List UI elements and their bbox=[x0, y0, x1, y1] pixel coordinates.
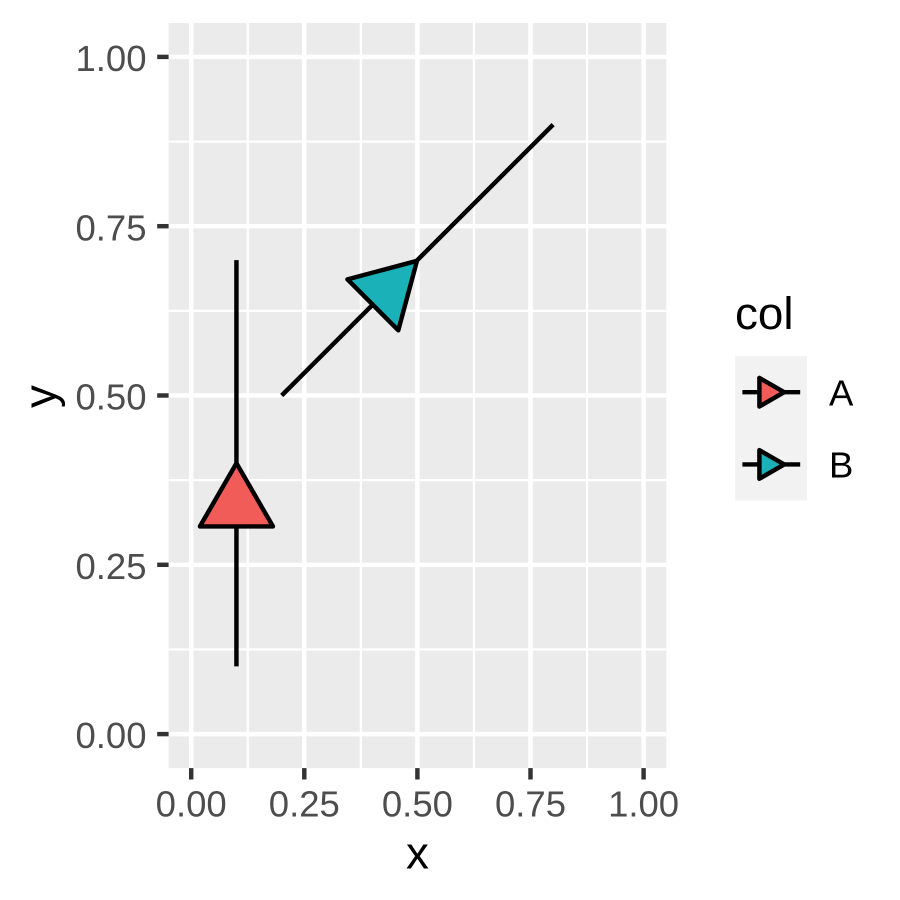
svg-text:0.25: 0.25 bbox=[75, 546, 146, 587]
svg-text:x: x bbox=[406, 828, 429, 879]
svg-text:col: col bbox=[735, 288, 794, 339]
svg-text:0.75: 0.75 bbox=[75, 207, 146, 248]
svg-text:A: A bbox=[829, 373, 854, 414]
svg-text:0.25: 0.25 bbox=[269, 784, 340, 825]
svg-text:0.50: 0.50 bbox=[75, 377, 146, 418]
svg-text:y: y bbox=[14, 385, 65, 408]
svg-text:1.00: 1.00 bbox=[75, 38, 146, 79]
svg-text:B: B bbox=[829, 445, 853, 486]
svg-text:0.50: 0.50 bbox=[382, 784, 453, 825]
svg-text:0.00: 0.00 bbox=[156, 784, 227, 825]
svg-text:1.00: 1.00 bbox=[608, 784, 679, 825]
svg-text:0.00: 0.00 bbox=[75, 715, 146, 756]
svg-text:0.75: 0.75 bbox=[495, 784, 566, 825]
